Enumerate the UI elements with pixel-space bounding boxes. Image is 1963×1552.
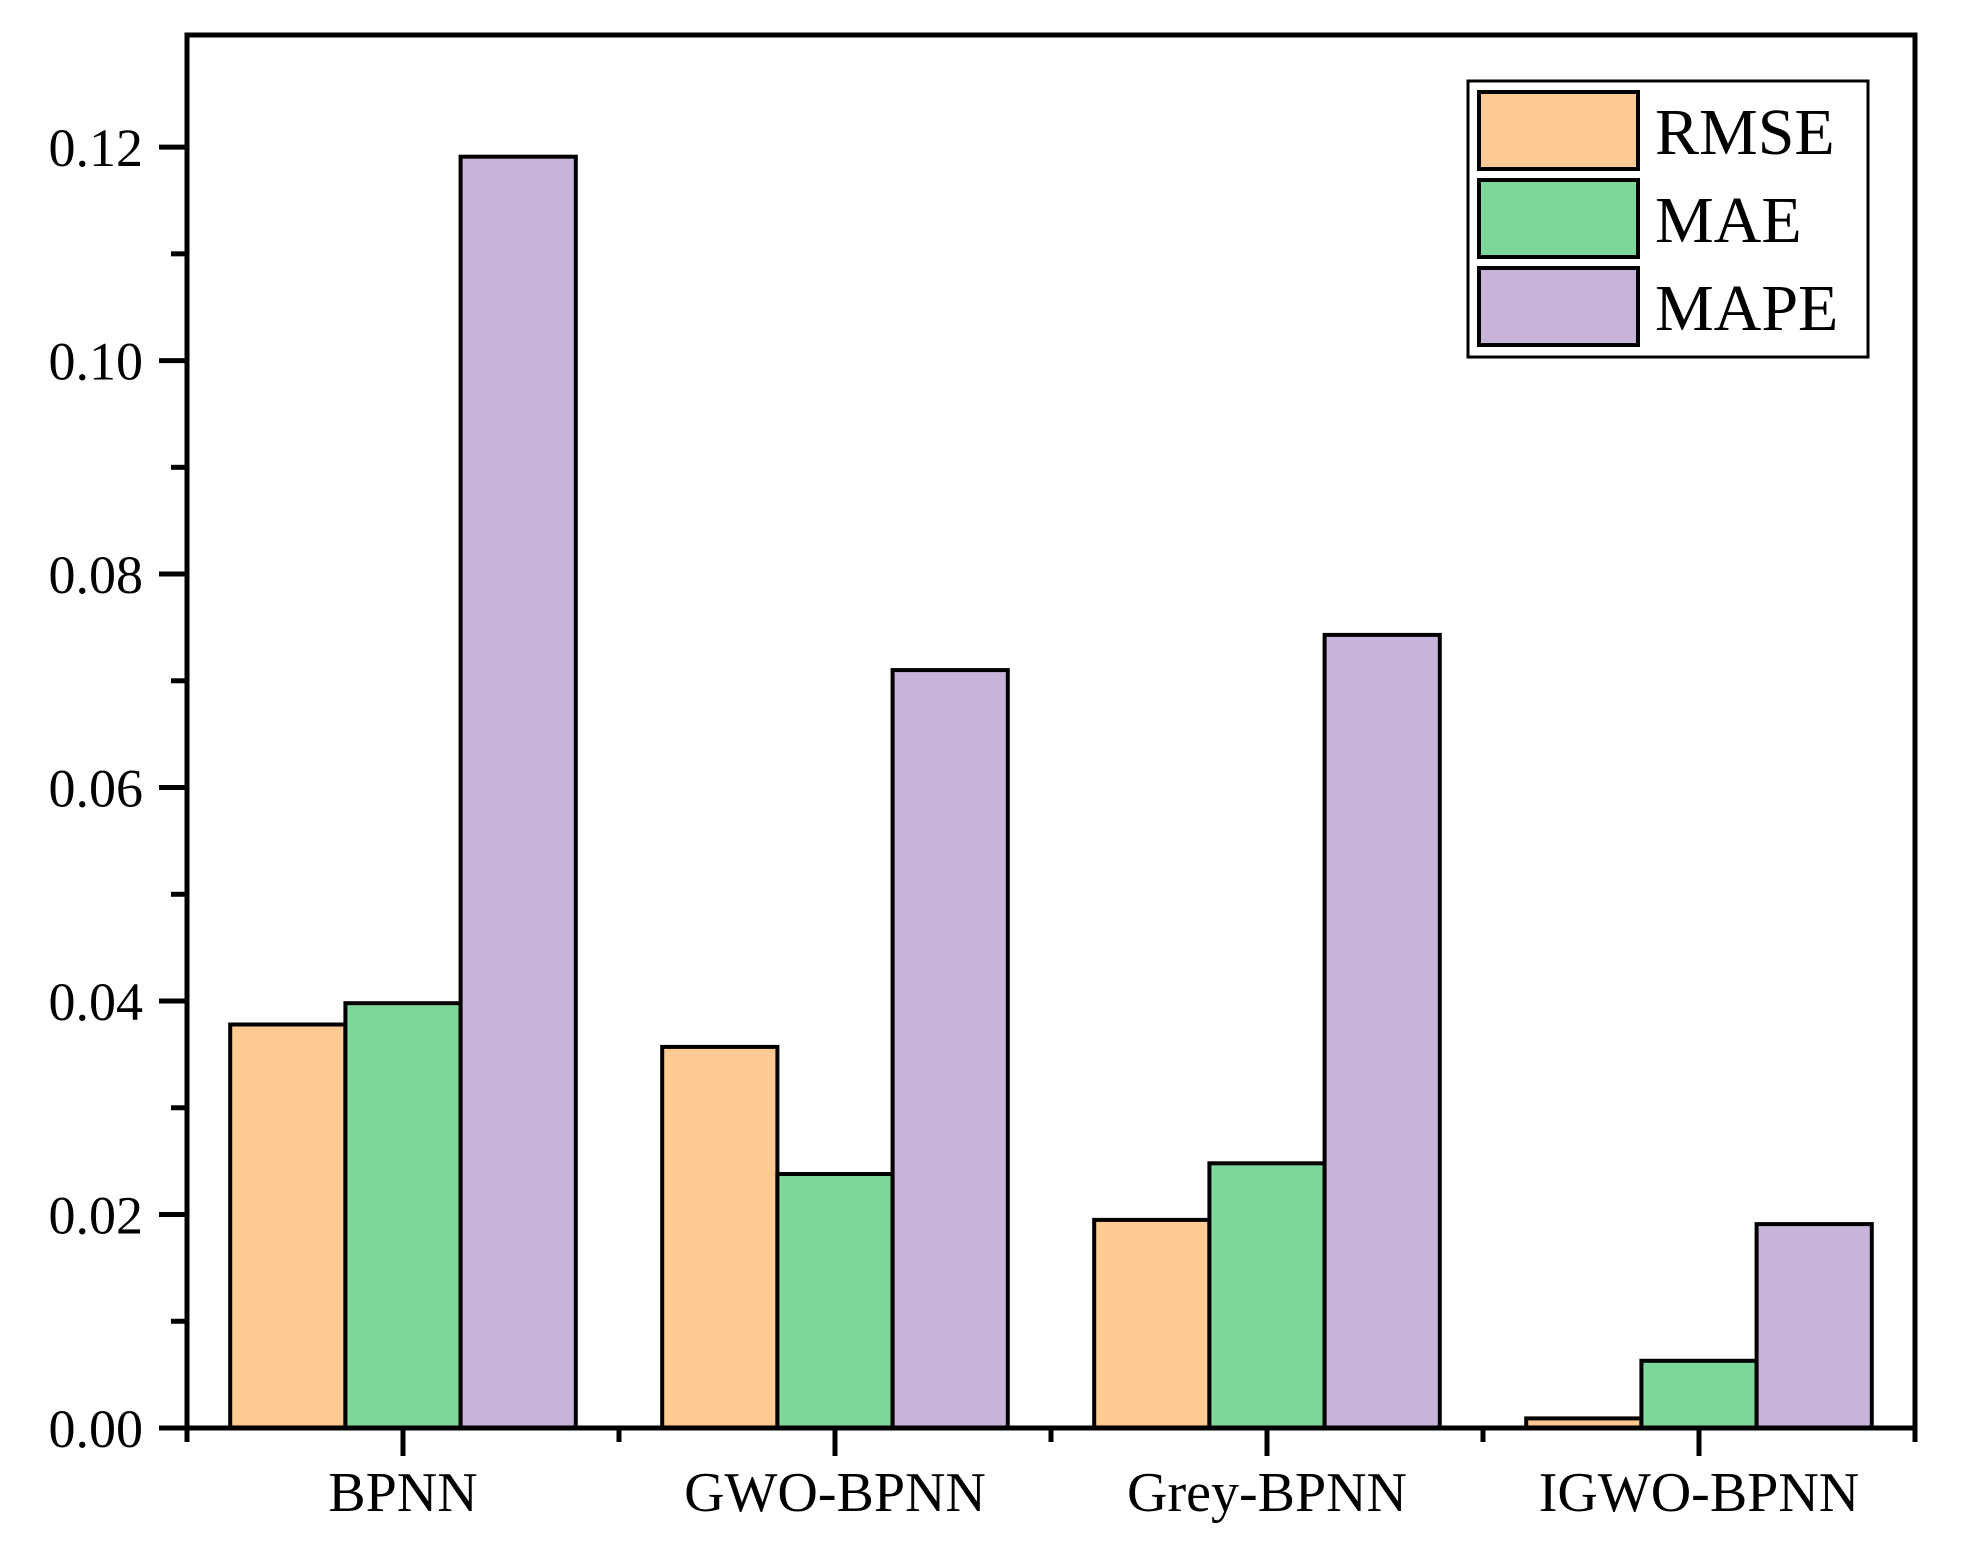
bar-BPNN-RMSE xyxy=(228,1022,348,1430)
legend-swatch-mape xyxy=(1477,266,1640,347)
x-category-label-GWO-BPNN: GWO-BPNN xyxy=(684,1462,986,1524)
x-category-label-BPNN: BPNN xyxy=(328,1462,477,1524)
y-tick-label: 0.02 xyxy=(49,1186,144,1246)
y-tick-label: 0.08 xyxy=(49,545,144,605)
bar-IGWO-BPNN-MAPE xyxy=(1754,1222,1874,1430)
legend-swatch-mae xyxy=(1477,178,1640,259)
bar-GWO-BPNN-MAE xyxy=(775,1172,895,1430)
y-tick-label: 0.12 xyxy=(49,118,144,178)
y-tick-label: 0.04 xyxy=(49,972,144,1032)
bar-BPNN-MAE xyxy=(343,1001,463,1430)
bar-GWO-BPNN-RMSE xyxy=(660,1044,780,1431)
bar-BPNN-MAPE xyxy=(458,154,578,1431)
y-tick-label: 0.10 xyxy=(49,332,144,392)
legend-label-rmse: RMSE xyxy=(1655,96,1835,169)
x-category-label-Grey-BPNN: Grey-BPNN xyxy=(1127,1462,1407,1524)
y-tick-label: 0.00 xyxy=(49,1399,144,1459)
legend-label-mape: MAPE xyxy=(1655,272,1838,345)
bar-Grey-BPNN-MAE xyxy=(1207,1161,1327,1431)
bar-Grey-BPNN-RMSE xyxy=(1092,1217,1212,1431)
y-tick-label: 0.06 xyxy=(49,759,144,819)
bar-GWO-BPNN-MAPE xyxy=(890,668,1010,1430)
legend-swatch-rmse xyxy=(1477,90,1640,171)
bar-IGWO-BPNN-MAE xyxy=(1639,1358,1759,1431)
bar-Grey-BPNN-MAPE xyxy=(1322,632,1442,1430)
legend-label-mae: MAE xyxy=(1655,184,1802,257)
x-category-label-IGWO-BPNN: IGWO-BPNN xyxy=(1539,1462,1859,1524)
